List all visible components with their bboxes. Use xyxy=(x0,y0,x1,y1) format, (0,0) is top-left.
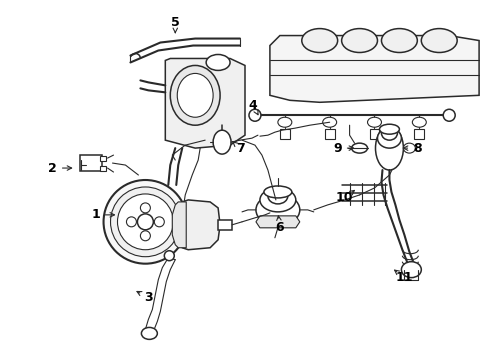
Ellipse shape xyxy=(368,117,382,127)
Ellipse shape xyxy=(164,251,174,261)
Ellipse shape xyxy=(302,28,338,53)
Text: 3: 3 xyxy=(144,291,153,304)
Text: 1: 1 xyxy=(91,208,100,221)
Ellipse shape xyxy=(382,126,397,140)
Ellipse shape xyxy=(379,124,399,134)
Text: 8: 8 xyxy=(413,141,422,155)
Ellipse shape xyxy=(111,187,180,257)
Ellipse shape xyxy=(118,194,173,250)
Ellipse shape xyxy=(260,188,296,212)
Ellipse shape xyxy=(103,180,187,264)
Polygon shape xyxy=(165,58,245,148)
Text: 11: 11 xyxy=(395,271,413,284)
Ellipse shape xyxy=(377,128,401,148)
Text: 2: 2 xyxy=(49,162,57,175)
Bar xyxy=(99,166,105,171)
Ellipse shape xyxy=(249,109,261,121)
Ellipse shape xyxy=(206,54,230,71)
Ellipse shape xyxy=(268,188,288,204)
Ellipse shape xyxy=(421,28,457,53)
Text: 10: 10 xyxy=(336,192,353,204)
Text: 6: 6 xyxy=(275,221,284,234)
Bar xyxy=(218,220,232,230)
Ellipse shape xyxy=(126,217,136,227)
Ellipse shape xyxy=(382,28,417,53)
Polygon shape xyxy=(256,216,300,228)
Ellipse shape xyxy=(141,231,150,241)
Ellipse shape xyxy=(342,28,377,53)
Ellipse shape xyxy=(264,186,292,198)
Ellipse shape xyxy=(256,194,300,226)
Bar xyxy=(415,129,424,139)
Text: 7: 7 xyxy=(236,141,245,155)
Bar xyxy=(80,155,101,171)
Ellipse shape xyxy=(278,117,292,127)
Ellipse shape xyxy=(141,203,150,213)
Ellipse shape xyxy=(443,109,455,121)
Ellipse shape xyxy=(142,328,157,339)
Ellipse shape xyxy=(137,214,153,230)
Polygon shape xyxy=(178,200,220,250)
Ellipse shape xyxy=(213,130,231,154)
Text: 4: 4 xyxy=(248,99,257,112)
Ellipse shape xyxy=(171,66,220,125)
Bar xyxy=(280,129,290,139)
Text: 9: 9 xyxy=(333,141,342,155)
Ellipse shape xyxy=(352,143,368,153)
Polygon shape xyxy=(270,36,479,102)
Ellipse shape xyxy=(403,143,416,153)
Ellipse shape xyxy=(323,117,337,127)
Bar xyxy=(325,129,335,139)
Bar xyxy=(99,156,105,161)
Ellipse shape xyxy=(375,126,403,170)
Text: 5: 5 xyxy=(171,16,180,29)
Polygon shape xyxy=(172,202,186,248)
Ellipse shape xyxy=(413,117,426,127)
Ellipse shape xyxy=(154,217,164,227)
Ellipse shape xyxy=(401,262,421,278)
Bar xyxy=(369,129,379,139)
Ellipse shape xyxy=(177,73,213,117)
